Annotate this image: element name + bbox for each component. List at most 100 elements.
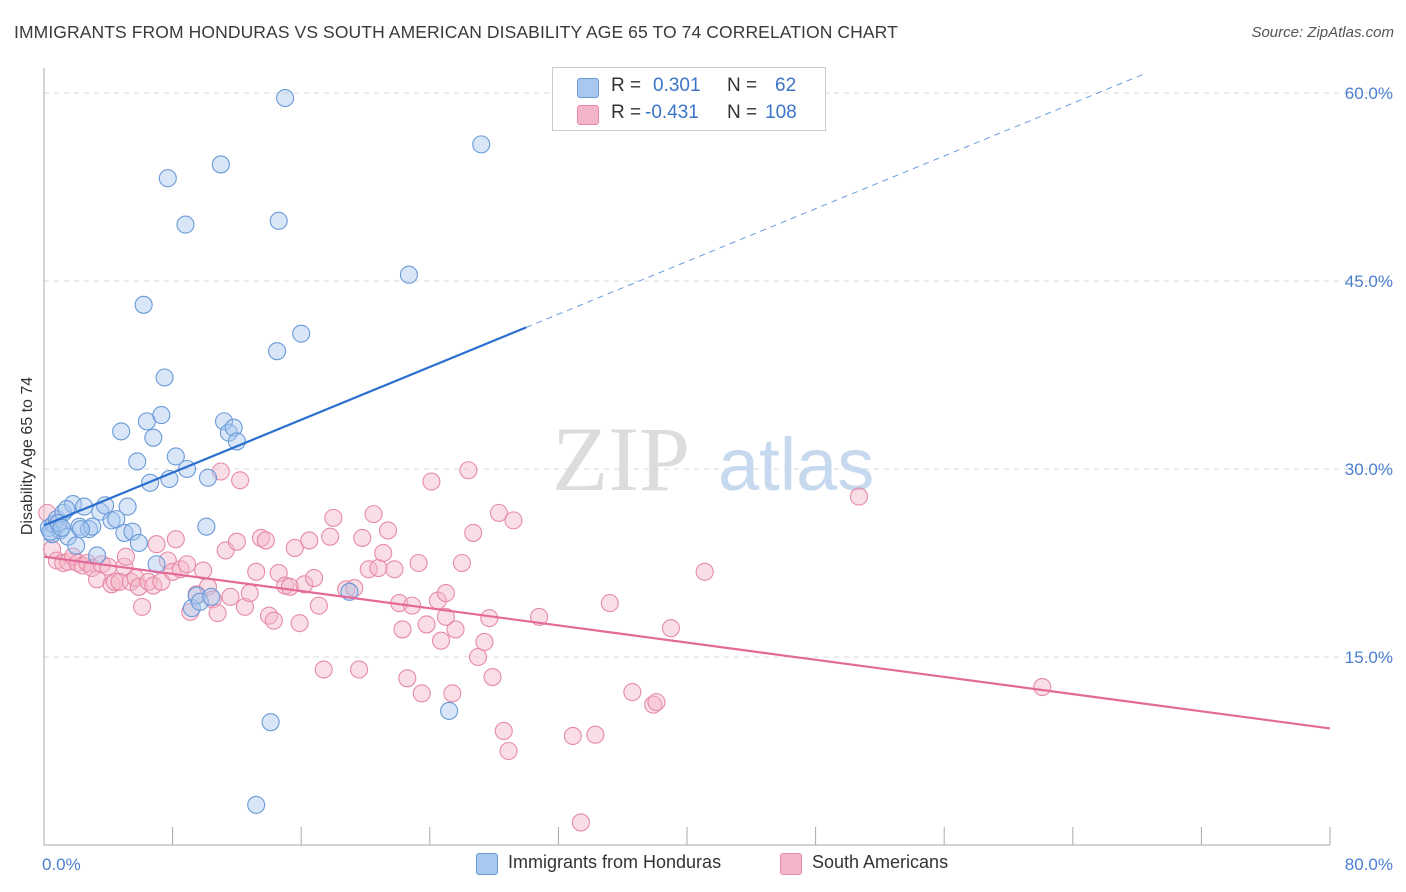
- south-americans-point: [468, 647, 488, 667]
- south-americans-point: [364, 505, 383, 524]
- south-americans-point: [300, 531, 319, 550]
- south-americans-point: [264, 611, 283, 630]
- south-americans-points: [38, 461, 1052, 832]
- south-americans-point: [398, 669, 417, 688]
- legend-n-value: 62: [775, 75, 797, 96]
- honduras-point: [166, 447, 185, 466]
- south-americans-point: [647, 693, 666, 712]
- south-americans-point: [422, 472, 441, 491]
- south-americans-point: [849, 487, 869, 506]
- honduras-point: [83, 517, 102, 536]
- legend-r-value: 0.301: [653, 75, 701, 96]
- south-americans-point: [324, 508, 343, 527]
- bottom-legend-label-south-americans: South Americans: [812, 852, 949, 872]
- legend-r-value: -0.431: [645, 102, 699, 123]
- honduras-point: [128, 452, 147, 471]
- south-americans-point: [571, 813, 590, 832]
- honduras-point: [224, 418, 243, 437]
- south-americans-point: [385, 560, 404, 579]
- south-americans-point: [661, 619, 680, 638]
- watermark-atlas: atlas: [718, 423, 874, 506]
- legend-r-label: R =: [611, 102, 642, 123]
- south-americans-point: [166, 530, 185, 549]
- south-americans-point: [369, 558, 388, 578]
- south-americans-point: [158, 551, 177, 570]
- south-americans-point: [231, 471, 250, 490]
- honduras-point: [134, 295, 153, 314]
- south-americans-point: [489, 503, 508, 522]
- honduras-point: [247, 795, 266, 814]
- south-americans-point: [350, 660, 369, 679]
- south-americans-point: [480, 609, 499, 628]
- honduras-point: [112, 422, 131, 441]
- honduras-point: [144, 428, 163, 447]
- honduras-point: [123, 522, 142, 541]
- south-americans-point: [600, 594, 619, 613]
- legend-r-label: R =: [611, 75, 642, 96]
- south-americans-point: [504, 511, 523, 530]
- south-americans-point: [227, 532, 246, 551]
- south-americans-point: [586, 725, 605, 744]
- south-americans-point: [353, 528, 372, 547]
- south-americans-point: [436, 607, 455, 626]
- watermark: ZIP atlas: [552, 408, 874, 510]
- south-americans-point: [314, 660, 333, 679]
- south-americans-point: [133, 597, 152, 616]
- honduras-trend-extension: [526, 72, 1147, 328]
- legend-n-value: 108: [765, 102, 797, 123]
- legend-n-label: N =: [727, 75, 758, 96]
- honduras-point: [87, 546, 107, 565]
- south-americans-point: [285, 538, 304, 558]
- honduras-point: [214, 412, 234, 431]
- honduras-point: [129, 533, 148, 552]
- bottom-legend-label-honduras: Immigrants from Honduras: [508, 852, 722, 872]
- south-americans-point: [290, 614, 309, 633]
- south-americans-point: [464, 523, 483, 542]
- south-americans-point: [417, 615, 436, 634]
- south-americans-point: [644, 695, 663, 714]
- south-americans-point: [178, 555, 197, 574]
- y-tick-label: 45.0%: [1345, 272, 1393, 291]
- correlation-legend: R = 0.301 N = 62 R = -0.431 N = 108: [552, 67, 826, 131]
- south-americans-point: [247, 562, 266, 581]
- south-americans-point: [563, 726, 582, 746]
- chart-title: IMMIGRANTS FROM HONDURAS VS SOUTH AMERIC…: [14, 22, 898, 42]
- south-americans-point: [116, 547, 136, 566]
- honduras-point: [261, 713, 280, 732]
- south-americans-point: [147, 535, 166, 554]
- south-americans-point: [530, 607, 549, 626]
- south-americans-point: [256, 531, 275, 550]
- y-tick-label: 15.0%: [1345, 648, 1393, 667]
- legend-n-label: N =: [727, 102, 758, 123]
- source-label: Source: ZipAtlas.com: [1251, 24, 1394, 41]
- south-americans-point: [432, 631, 451, 650]
- south-americans-point: [105, 572, 124, 591]
- south-americans-point: [259, 606, 279, 625]
- honduras-point: [197, 517, 216, 536]
- south-americans-point: [393, 620, 412, 639]
- trend-lines: [43, 72, 1331, 730]
- south-americans-point: [240, 584, 259, 603]
- south-americans-point: [623, 683, 642, 702]
- honduras-point: [399, 265, 418, 284]
- south-americans-point: [412, 684, 431, 703]
- honduras-point: [107, 510, 126, 529]
- south-americans-point: [374, 543, 393, 563]
- honduras-point: [276, 88, 295, 108]
- south-americans-point: [499, 741, 518, 761]
- honduras-point: [190, 592, 209, 611]
- y-tick-labels: 15.0% 30.0% 45.0% 60.0%: [1345, 84, 1393, 667]
- south-americans-point: [235, 597, 254, 616]
- y-tick-label: 60.0%: [1345, 84, 1393, 103]
- south-americans-point: [483, 668, 502, 687]
- y-tick-label: 30.0%: [1345, 460, 1393, 479]
- grid-lines: [44, 92, 1392, 658]
- south-americans-point: [443, 684, 462, 703]
- bottom-legend-swatch-honduras: [476, 853, 498, 875]
- honduras-point: [67, 536, 86, 555]
- honduras-point: [155, 368, 174, 387]
- honduras-point: [152, 406, 171, 425]
- honduras-trend-line: [43, 326, 527, 527]
- x-tick-labels: 0.0% 80.0%: [42, 855, 1393, 874]
